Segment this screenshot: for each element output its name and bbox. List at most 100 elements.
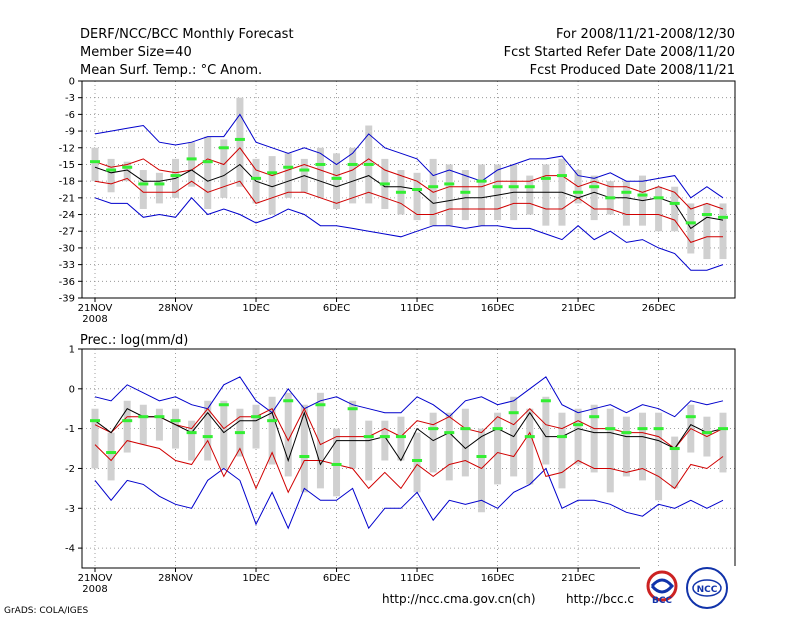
outer-upper-line: [94, 113, 724, 199]
spread-box: [638, 412, 646, 481]
spread-box: [622, 181, 630, 226]
grads-credit: GrADS: COLA/IGES: [4, 606, 88, 616]
median-marker: [605, 196, 616, 200]
median-marker: [428, 185, 439, 189]
median-marker: [363, 435, 374, 439]
spread-box: [284, 153, 292, 198]
spread-box: [316, 392, 324, 489]
median-marker: [669, 447, 680, 451]
x-tick-label: 28NOV: [158, 303, 193, 314]
y-tick-label: -12: [59, 143, 75, 154]
spread-box: [107, 432, 115, 481]
median-marker: [363, 162, 374, 166]
y-tick-label: -18: [59, 177, 75, 188]
median-marker: [589, 185, 600, 189]
inner-lower-line: [94, 431, 724, 494]
y-tick-label: -36: [59, 277, 75, 288]
median-marker: [202, 435, 213, 439]
x-tick-sublabel: 2008: [82, 314, 107, 325]
url-ncc: http://ncc.cma.gov.cn(ch): [382, 592, 536, 606]
chart-title: DERF/NCC/BCC Monthly Forecast: [80, 27, 294, 42]
median-marker: [508, 185, 519, 189]
x-tick-label: 26DEC: [642, 303, 676, 314]
spread-box: [284, 392, 292, 477]
spread-box: [349, 400, 357, 469]
spread-box: [139, 404, 147, 445]
spread-box: [188, 142, 196, 187]
inner-lower-line: [94, 177, 723, 243]
median-marker: [540, 399, 551, 403]
x-tick-label: 28NOV: [158, 573, 193, 584]
spread-box: [333, 428, 341, 497]
median-marker: [379, 182, 390, 186]
y-tick-label: -33: [59, 260, 75, 271]
spread-box: [204, 136, 212, 209]
x-tick-label: 16DEC: [481, 303, 515, 314]
median-marker: [170, 174, 181, 178]
bcc-logo-text: BCC: [652, 596, 672, 606]
spread-box: [461, 408, 469, 477]
median-marker: [444, 182, 455, 186]
median-marker: [556, 435, 567, 439]
spread-box: [494, 164, 502, 221]
spread-box: [719, 203, 727, 260]
median-marker: [331, 462, 342, 466]
median-marker: [476, 455, 487, 459]
spread-box: [397, 416, 405, 461]
y-tick-label: -6: [65, 110, 75, 121]
median-marker: [460, 427, 471, 431]
median-marker: [492, 427, 503, 431]
median-marker: [106, 451, 117, 455]
median-marker: [251, 415, 262, 419]
plot-frame: [81, 80, 736, 299]
x-tick-label: 21DEC: [561, 303, 595, 314]
median-marker: [685, 415, 696, 419]
spread-box: [91, 408, 99, 469]
spread-box: [526, 408, 534, 485]
spread-box: [188, 420, 196, 461]
outer-upper-line: [94, 376, 724, 418]
spread-box: [671, 186, 679, 232]
median-marker: [492, 185, 503, 189]
median-marker: [299, 168, 310, 172]
spread-box: [300, 404, 308, 493]
spread-box: [349, 147, 357, 204]
median-marker: [476, 179, 487, 183]
median-marker: [267, 171, 278, 175]
median-marker: [428, 427, 439, 431]
spread-box: [558, 412, 566, 489]
spread-box: [413, 172, 421, 221]
y-tick-label: 1: [69, 345, 75, 356]
median-marker: [556, 174, 567, 178]
median-marker: [283, 399, 294, 403]
temp-panel: 0 -3 -6 -9 -12 -15 -18 -21 -24 -27 -30 -33 -36 -3921N…: [59, 77, 736, 325]
url-bcc: http://bcc.c: [566, 592, 634, 606]
median-marker: [653, 196, 664, 200]
y-tick-label: -4: [65, 544, 75, 555]
y-tick-label: -9: [65, 127, 75, 138]
ncc-logo: NCC: [686, 567, 728, 609]
member-size: Member Size=40: [80, 45, 192, 60]
ensemble-mean-line: [94, 408, 724, 466]
median-marker: [186, 157, 197, 161]
spread-box: [526, 175, 534, 215]
fcst-started: Fcst Started Refer Date 2008/11/20: [504, 45, 735, 60]
x-tick-sublabel: 2008: [82, 584, 107, 595]
median-marker: [315, 403, 326, 407]
y-tick-label: -21: [59, 193, 75, 204]
panel2-label: Prec.: log(mm/d): [80, 333, 188, 348]
median-marker: [106, 168, 117, 172]
median-marker: [573, 190, 584, 194]
spread-box: [429, 412, 437, 473]
spread-box: [172, 408, 180, 449]
spread-box: [445, 164, 453, 226]
panel1-label: Mean Surf. Temp.: °C Anom.: [80, 63, 262, 78]
x-tick-label: 21NOV: [78, 573, 113, 584]
y-tick-label: 0: [69, 384, 75, 395]
spread-box: [494, 412, 502, 485]
spread-box: [365, 420, 373, 481]
median-marker: [412, 458, 423, 462]
y-tick-label: -3: [65, 504, 75, 515]
median-marker: [331, 176, 342, 180]
